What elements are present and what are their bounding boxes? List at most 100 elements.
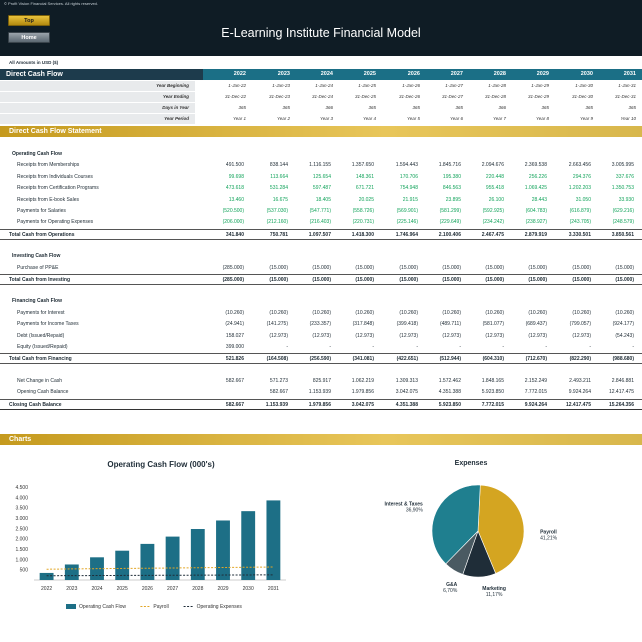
table-cell[interactable]: 125.654 — [312, 173, 331, 180]
table-cell[interactable]: - — [632, 344, 634, 350]
table-cell[interactable]: 1.594.443 — [395, 162, 418, 169]
table-cell[interactable]: 5.923.850 — [438, 401, 461, 408]
table-cell[interactable]: 531.284 — [269, 185, 288, 192]
table-cell[interactable]: 23.895 — [445, 196, 461, 203]
table-cell[interactable]: (285.000) — [222, 264, 244, 271]
table-cell[interactable]: (54.243) — [615, 332, 634, 339]
table-cell[interactable]: 12.417.475 — [608, 389, 634, 396]
table-cell[interactable]: 31.050 — [575, 196, 591, 203]
table-cell[interactable]: 341.840 — [225, 231, 244, 238]
table-cell[interactable]: (141.275) — [266, 321, 288, 328]
table-cell[interactable]: 158.027 — [225, 332, 244, 339]
table-cell[interactable]: 1.350.753 — [611, 185, 634, 192]
table-cell[interactable]: (243.705) — [569, 219, 591, 226]
table-cell[interactable]: - — [329, 344, 331, 350]
table-cell[interactable]: - — [286, 344, 288, 350]
table-cell[interactable]: 1.979.856 — [308, 401, 331, 408]
table-cell[interactable]: 2.493.211 — [569, 377, 591, 384]
table-cell[interactable]: 1.979.856 — [351, 389, 374, 396]
table-cell[interactable]: (15.000) — [485, 277, 504, 283]
table-cell[interactable]: (537.030) — [266, 208, 288, 214]
table-cell[interactable]: (10.260) — [615, 309, 634, 316]
table-cell[interactable]: 1.845.716 — [438, 162, 461, 169]
table-cell[interactable]: 2.663.456 — [568, 162, 591, 169]
table-cell[interactable]: (12.973) — [355, 332, 374, 339]
table-cell[interactable]: 21.915 — [402, 196, 418, 203]
table-cell[interactable]: 1.572.462 — [438, 377, 461, 384]
table-cell[interactable]: (256.590) — [309, 356, 331, 363]
table-cell[interactable]: (569.901) — [396, 208, 418, 214]
table-cell[interactable]: 750.781 — [269, 231, 288, 238]
table-cell[interactable]: (422.651) — [396, 356, 418, 363]
table-cell[interactable]: (15.000) — [355, 277, 374, 283]
table-cell[interactable]: (15.000) — [572, 264, 591, 271]
table-cell[interactable]: (12.973) — [572, 332, 591, 339]
table-cell[interactable]: - — [545, 344, 547, 350]
table-cell[interactable]: (15.000) — [312, 264, 331, 271]
table-cell[interactable]: (558.726) — [352, 208, 374, 214]
table-cell[interactable]: (399.418) — [396, 321, 418, 328]
table-cell[interactable]: 1.153.939 — [265, 401, 288, 408]
table-cell[interactable]: 1.097.507 — [308, 231, 331, 238]
table-cell[interactable]: (12.973) — [442, 332, 461, 339]
table-cell[interactable]: (248.579) — [612, 219, 634, 226]
table-cell[interactable]: (24.941) — [225, 321, 244, 328]
table-cell[interactable]: (15.000) — [442, 264, 461, 271]
table-cell[interactable]: 16.675 — [272, 196, 288, 203]
table-cell[interactable]: 571.273 — [269, 377, 288, 384]
table-cell[interactable]: (10.260) — [269, 309, 288, 316]
table-cell[interactable]: 1.153.939 — [308, 389, 331, 396]
table-cell[interactable]: (15.000) — [312, 277, 331, 283]
table-cell[interactable]: (512.944) — [439, 356, 461, 363]
table-cell[interactable]: - — [459, 344, 461, 350]
table-cell[interactable]: 2.094.676 — [481, 162, 504, 169]
table-cell[interactable]: 294.376 — [572, 173, 591, 180]
table-cell[interactable]: (15.000) — [485, 264, 504, 271]
table-cell[interactable]: 337.676 — [615, 173, 634, 180]
table-cell[interactable]: 20.025 — [358, 196, 374, 203]
table-cell[interactable]: 220.448 — [485, 173, 504, 180]
table-cell[interactable]: 671.721 — [355, 185, 374, 192]
table-cell[interactable]: 1.746.964 — [395, 231, 418, 238]
table-cell[interactable]: (689.437) — [525, 321, 547, 328]
table-cell[interactable]: 582.667 — [225, 377, 244, 384]
table-cell[interactable]: - — [589, 344, 591, 350]
table-cell[interactable]: (164.508) — [266, 356, 288, 363]
table-cell[interactable]: (10.260) — [572, 309, 591, 316]
table-cell[interactable]: (604.783) — [525, 208, 547, 214]
table-cell[interactable]: (822.290) — [569, 356, 591, 363]
table-cell[interactable]: - — [372, 344, 374, 350]
table-cell[interactable]: 2.846.881 — [611, 377, 634, 384]
table-cell[interactable]: 825.917 — [312, 377, 331, 384]
table-cell[interactable]: (216.403) — [309, 219, 331, 226]
table-cell[interactable]: 1.418.300 — [351, 231, 374, 238]
table-cell[interactable]: (15.000) — [269, 277, 288, 283]
table-cell[interactable]: 4.351.388 — [438, 389, 461, 396]
table-cell[interactable]: (317.848) — [352, 321, 374, 328]
table-cell[interactable]: 256.226 — [528, 173, 547, 180]
table-cell[interactable]: (520.500) — [222, 208, 244, 214]
table-cell[interactable]: (341.081) — [352, 356, 374, 363]
table-cell[interactable]: 838.144 — [269, 162, 288, 169]
table-cell[interactable]: (489.711) — [439, 321, 461, 328]
table-cell[interactable]: (15.000) — [355, 264, 374, 271]
table-cell[interactable]: 170.706 — [399, 173, 418, 180]
table-cell[interactable]: 1.309.313 — [395, 377, 418, 384]
table-cell[interactable]: (10.260) — [399, 309, 418, 316]
table-cell[interactable]: (238.927) — [525, 219, 547, 226]
table-cell[interactable]: (616.879) — [569, 208, 591, 214]
table-cell[interactable]: (15.000) — [615, 264, 634, 271]
table-cell[interactable]: 12.417.475 — [565, 401, 591, 408]
table-cell[interactable]: (10.260) — [225, 309, 244, 316]
table-cell[interactable]: 3.042.075 — [395, 389, 418, 396]
table-cell[interactable]: 113.664 — [270, 173, 288, 180]
table-cell[interactable]: (212.160) — [266, 219, 288, 226]
table-cell[interactable]: 5.923.850 — [481, 389, 504, 396]
table-cell[interactable]: (581.077) — [482, 321, 504, 328]
table-cell[interactable]: 491.500 — [225, 162, 244, 169]
table-cell[interactable]: 1.069.425 — [524, 185, 547, 192]
table-cell[interactable]: 148.361 — [355, 173, 374, 180]
table-cell[interactable]: 2.879.919 — [524, 231, 547, 238]
table-cell[interactable]: (10.260) — [312, 309, 331, 316]
table-cell[interactable]: (206.000) — [222, 219, 244, 226]
